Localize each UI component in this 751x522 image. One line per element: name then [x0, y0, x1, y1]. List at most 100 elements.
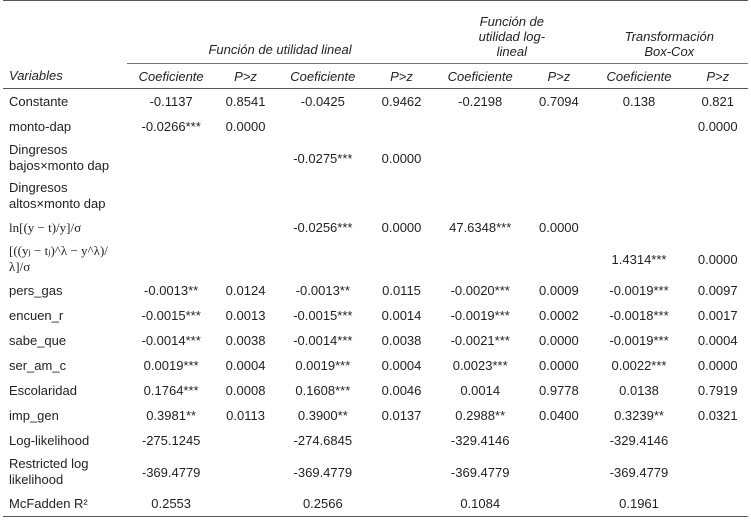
group-title: Función de utilidad lineal: [208, 42, 352, 57]
cell: [433, 177, 527, 215]
column-header: Coeficiente: [590, 63, 688, 89]
group-header: Transformación Box-Cox: [590, 0, 748, 64]
cell: -275.1245: [141, 433, 201, 448]
cell: [527, 240, 590, 278]
cell: 0.0137: [381, 408, 422, 423]
cell: -0.0013**: [144, 283, 199, 298]
cell: 0.0000: [381, 150, 422, 166]
cell: -0.0013**: [295, 283, 350, 298]
table-row: ln[(y − t)/y]/σ -0.0256*** 0.0000 47.6348**…: [3, 215, 748, 240]
row-label: ln[(y − t)/y]/σ: [9, 219, 82, 235]
cell: [215, 491, 275, 517]
table-row: Log-likelihood -275.1245 -274.6845 -329.414…: [3, 428, 748, 453]
column-header: Coeficiente: [433, 63, 528, 89]
table-row: Restricted log likelihood -369.4779 -369.4…: [3, 453, 748, 491]
column-header-row: Variables Coeficiente P>z Coeficiente P>z Coe…: [3, 63, 748, 89]
group-header: Función de utilidad log-lineal: [433, 0, 591, 64]
row-label: sabe_que: [9, 332, 67, 348]
cell: 0.0014: [381, 308, 422, 323]
cell: 0.0022***: [611, 358, 667, 373]
cell: 0.3239**: [614, 408, 664, 423]
cell: -0.0020***: [450, 283, 510, 298]
cell: -329.4146: [450, 433, 510, 448]
cell: 0.0008: [225, 383, 266, 398]
row-label: ser_am_c: [9, 357, 67, 373]
cell: -0.1137: [149, 94, 193, 109]
cell: 0.1608***: [295, 383, 351, 398]
cell: 0.0002: [539, 308, 579, 323]
cell: [370, 428, 433, 453]
column-header: P>z: [527, 63, 591, 89]
cell: [687, 453, 748, 491]
row-label: pers_gas: [9, 282, 63, 298]
cell: 0.0000: [225, 119, 266, 134]
cell: [127, 177, 215, 215]
cell: 0.0321: [697, 408, 738, 423]
results-table: Función de utilidad lineal Función de uti…: [3, 0, 748, 517]
cell: 0.0113: [226, 408, 265, 423]
cell: 0.0017: [697, 308, 738, 323]
column-header: Variables: [3, 63, 127, 89]
cell: 0.0400: [539, 408, 579, 423]
cell: -369.4779: [293, 464, 353, 480]
blank-cell: [3, 1, 127, 64]
cell: 0.2988**: [455, 408, 506, 423]
cell: -0.0014***: [293, 333, 353, 348]
cell: 0.0038: [381, 333, 422, 348]
table-row: sabe_que -0.0014*** 0.0038 -0.0014*** 0.0038…: [3, 328, 748, 353]
cell: 0.3981**: [146, 408, 197, 423]
cell: [370, 240, 433, 278]
cell: [591, 139, 688, 177]
cell: 0.0138: [619, 383, 659, 398]
cell: 47.6348***: [449, 220, 512, 235]
cell: 0.1084: [460, 496, 501, 511]
cell: 0.1764***: [143, 383, 199, 398]
column-header: Coeficiente: [126, 63, 216, 89]
row-label: Dingresos bajos×monto dap: [9, 142, 110, 173]
cell: [527, 491, 590, 517]
table-row: Dingresos altos×monto dap: [3, 177, 748, 215]
table-row: ser_am_c 0.0019*** 0.0004 0.0019*** 0.0004 0.…: [3, 353, 748, 378]
group-title: Función de utilidad log-lineal: [478, 14, 546, 59]
cell: [591, 177, 688, 215]
cell: 1.4314***: [611, 251, 667, 267]
cell: 0.0009: [539, 283, 579, 298]
column-header: P>z: [369, 63, 434, 89]
table-row: [((yⱼ − tⱼ)^λ − y^λ)/λ]/σ 1.4314*** 0.0000: [3, 240, 748, 278]
cell: -0.0014***: [141, 333, 201, 348]
cell: 0.0000: [381, 220, 422, 235]
row-label: Restricted log likelihood: [9, 456, 89, 487]
cell: [687, 491, 748, 517]
cell: [687, 177, 748, 215]
row-label: McFadden R²: [9, 495, 88, 511]
cell: -369.4779: [450, 464, 510, 480]
table-row: Dingresos bajos×monto dap -0.0275*** 0.000…: [3, 139, 748, 177]
cell: 0.138: [622, 94, 656, 109]
group-header: Función de utilidad lineal: [126, 0, 434, 64]
row-label: Constante: [9, 93, 69, 109]
cell: [215, 428, 275, 453]
cell: 0.2566: [302, 496, 343, 511]
cell: [687, 215, 748, 240]
group-header-row: Función de utilidad lineal Función de uti…: [3, 0, 748, 64]
cell: -369.4779: [141, 464, 201, 480]
cell: -274.6845: [293, 433, 353, 448]
cell: 0.0000: [539, 333, 579, 348]
cell: [127, 139, 215, 177]
cell: -0.0018***: [609, 308, 669, 323]
cell: 0.0038: [225, 333, 266, 348]
cell: 0.0004: [697, 333, 738, 348]
cell: -0.0266***: [141, 119, 201, 134]
cell: [370, 453, 433, 491]
cell: 0.821: [701, 94, 735, 109]
cell: [370, 177, 433, 215]
cell: 0.8541: [225, 94, 266, 109]
cell: [527, 428, 590, 453]
cell: 0.0000: [697, 251, 738, 267]
cell: 0.1961: [619, 496, 659, 511]
table-row: Constante -0.1137 0.8541 -0.0425 0.9462 -0.21…: [3, 89, 748, 115]
table-row: monto-dap -0.0266*** 0.0000 0.0000: [3, 114, 748, 139]
cell: [591, 114, 688, 139]
table-row: imp_gen 0.3981** 0.0113 0.3900** 0.0137 0.298…: [3, 403, 748, 428]
cell: [215, 453, 275, 491]
